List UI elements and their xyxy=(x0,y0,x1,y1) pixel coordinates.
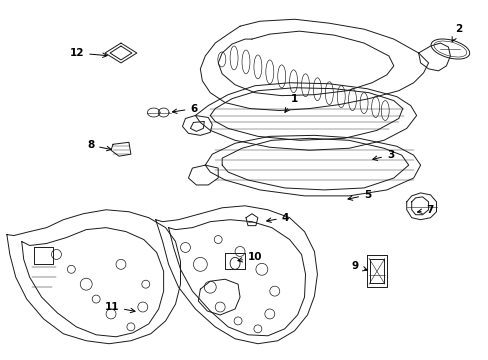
Text: 10: 10 xyxy=(237,252,262,262)
Text: 2: 2 xyxy=(451,24,461,42)
Text: 12: 12 xyxy=(70,48,107,58)
Text: 1: 1 xyxy=(285,94,298,112)
Text: 5: 5 xyxy=(347,190,370,200)
Text: 9: 9 xyxy=(351,261,366,271)
Text: 11: 11 xyxy=(104,302,135,313)
Text: 6: 6 xyxy=(172,104,197,113)
Text: 3: 3 xyxy=(372,150,393,161)
Text: 8: 8 xyxy=(87,140,111,151)
Text: 4: 4 xyxy=(266,213,288,223)
Text: 7: 7 xyxy=(417,205,433,215)
